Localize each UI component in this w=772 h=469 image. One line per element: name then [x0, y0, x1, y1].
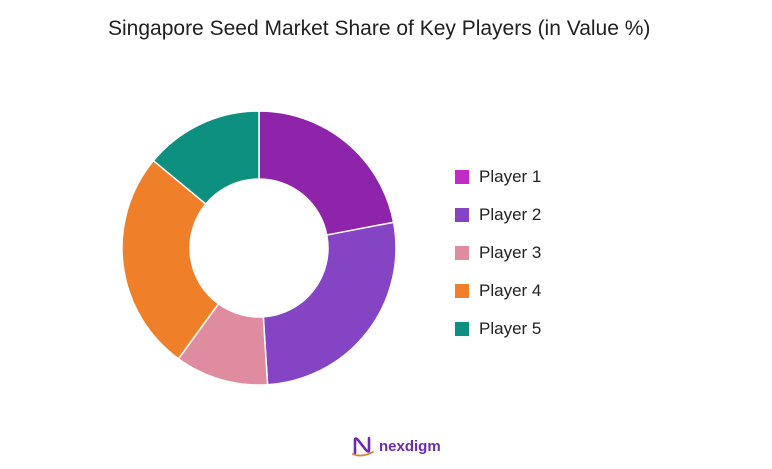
- nexdigm-logo-icon: [352, 436, 374, 457]
- legend-swatch: [455, 170, 469, 184]
- donut-slice-1: [258, 110, 395, 236]
- legend-label: Player 2: [479, 205, 542, 224]
- legend-swatch: [455, 208, 469, 222]
- chart-title: Singapore Seed Market Share of Key Playe…: [108, 17, 651, 40]
- legend-label: Player 5: [479, 319, 542, 338]
- legend-label: Player 3: [479, 243, 542, 262]
- legend-item-1: Player 1: [455, 158, 541, 196]
- legend-swatch: [455, 246, 469, 260]
- legend-item-4: Player 4: [455, 272, 541, 310]
- donut-slice-4: [121, 159, 220, 360]
- legend-label: Player 4: [479, 281, 542, 300]
- chart-legend: Player 1 Player 2 Player 3 Player 4 Player 5: [455, 158, 541, 348]
- donut-slice-5: [152, 110, 260, 206]
- brand-name: nexdigm: [379, 437, 441, 455]
- legend-swatch: [455, 322, 469, 336]
- legend-item-5: Player 5: [455, 310, 541, 348]
- donut-slice-2: [262, 221, 397, 386]
- legend-item-2: Player 2: [455, 196, 541, 234]
- legend-swatch: [455, 284, 469, 298]
- legend-item-3: Player 3: [455, 234, 541, 272]
- legend-label: Player 1: [479, 167, 542, 186]
- brand: nexdigm: [351, 434, 441, 458]
